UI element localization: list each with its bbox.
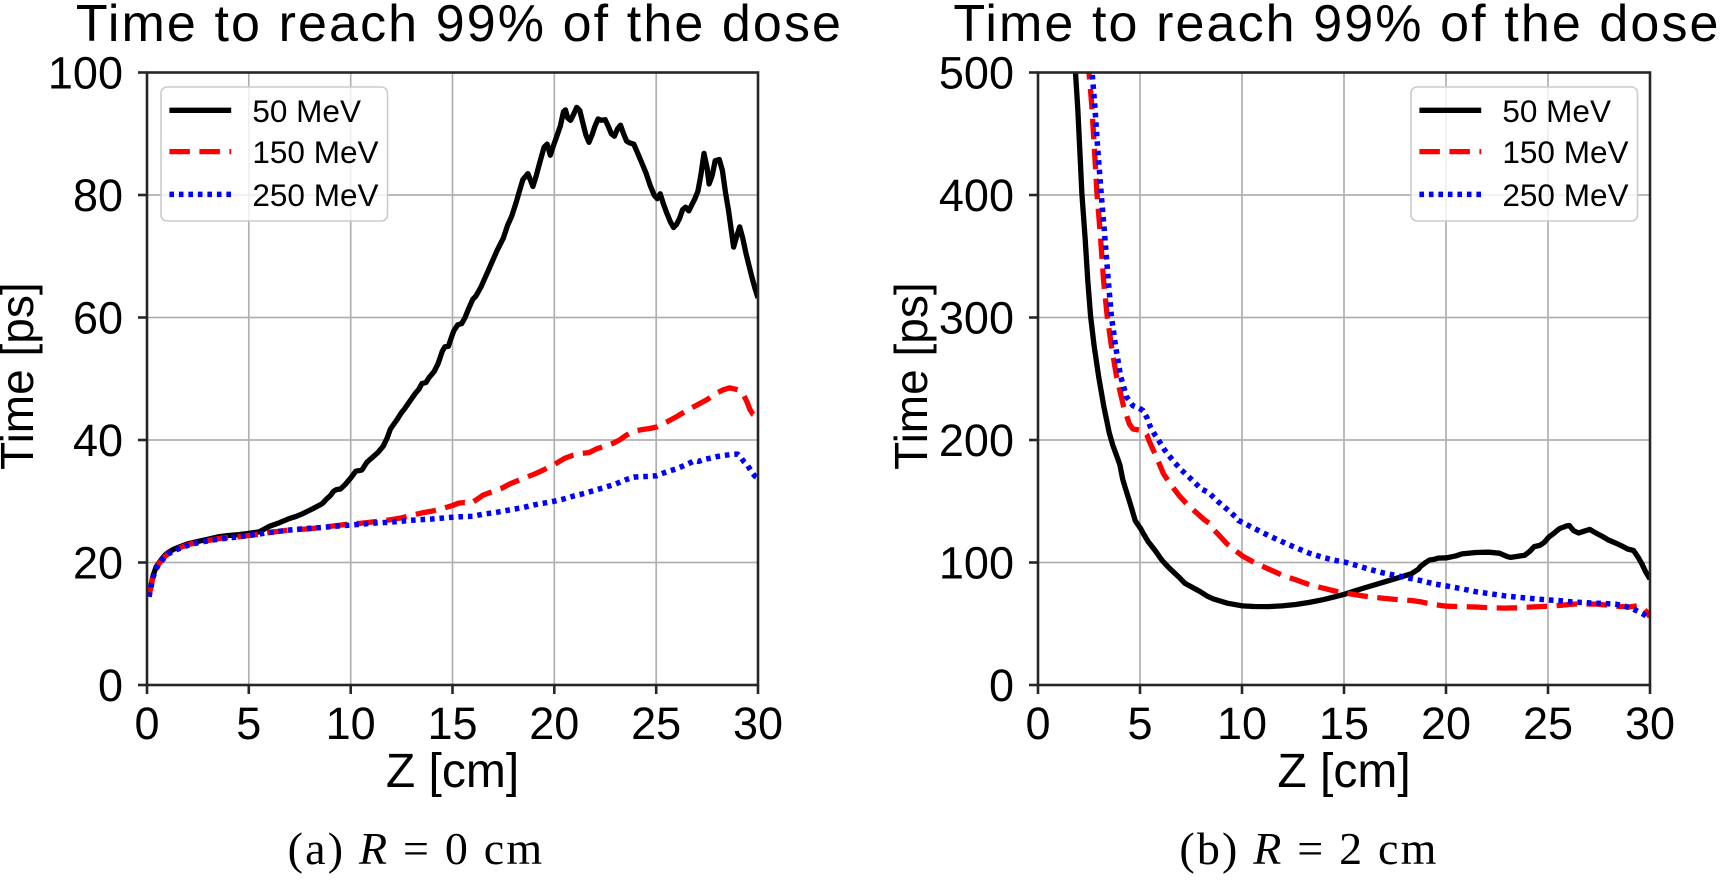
- svg-text:Time [ps]: Time [ps]: [0, 282, 43, 469]
- svg-text:10: 10: [326, 698, 376, 749]
- svg-text:50 MeV: 50 MeV: [1502, 93, 1611, 129]
- svg-text:100: 100: [48, 48, 123, 99]
- svg-text:100: 100: [939, 538, 1014, 589]
- svg-text:0: 0: [98, 660, 123, 711]
- svg-text:400: 400: [939, 170, 1014, 221]
- svg-text:20: 20: [1421, 698, 1471, 749]
- svg-text:300: 300: [939, 293, 1014, 344]
- svg-text:15: 15: [1319, 698, 1369, 749]
- svg-text:15: 15: [427, 698, 477, 749]
- svg-text:Z [cm]: Z [cm]: [1277, 745, 1410, 798]
- svg-text:150 MeV: 150 MeV: [252, 134, 378, 170]
- svg-text:10: 10: [1217, 698, 1267, 749]
- svg-text:Z [cm]: Z [cm]: [386, 745, 519, 798]
- svg-text:5: 5: [1127, 698, 1152, 749]
- svg-text:500: 500: [939, 48, 1014, 99]
- svg-text:80: 80: [73, 170, 123, 221]
- svg-text:Time [ps]: Time [ps]: [885, 282, 937, 469]
- svg-text:25: 25: [631, 698, 681, 749]
- svg-text:20: 20: [73, 538, 123, 589]
- svg-text:200: 200: [939, 415, 1014, 466]
- svg-text:0: 0: [134, 698, 159, 749]
- svg-text:5: 5: [236, 698, 261, 749]
- svg-text:150 MeV: 150 MeV: [1502, 134, 1628, 170]
- svg-text:250 MeV: 250 MeV: [1502, 177, 1628, 213]
- svg-text:20: 20: [529, 698, 579, 749]
- svg-text:Time to reach 99% of the dose: Time to reach 99% of the dose: [953, 0, 1720, 53]
- svg-text:0: 0: [1025, 698, 1050, 749]
- svg-text:(b) R = 2 cm: (b) R = 2 cm: [1179, 823, 1438, 874]
- svg-text:250 MeV: 250 MeV: [252, 177, 378, 213]
- svg-text:50 MeV: 50 MeV: [252, 93, 361, 129]
- svg-text:25: 25: [1523, 698, 1573, 749]
- svg-text:60: 60: [73, 293, 123, 344]
- svg-text:(a) R = 0 cm: (a) R = 0 cm: [288, 823, 545, 874]
- svg-text:Time to reach 99% of the dose: Time to reach 99% of the dose: [76, 0, 843, 53]
- svg-text:30: 30: [1625, 698, 1675, 749]
- svg-text:40: 40: [73, 415, 123, 466]
- svg-text:0: 0: [989, 660, 1014, 711]
- svg-text:30: 30: [733, 698, 783, 749]
